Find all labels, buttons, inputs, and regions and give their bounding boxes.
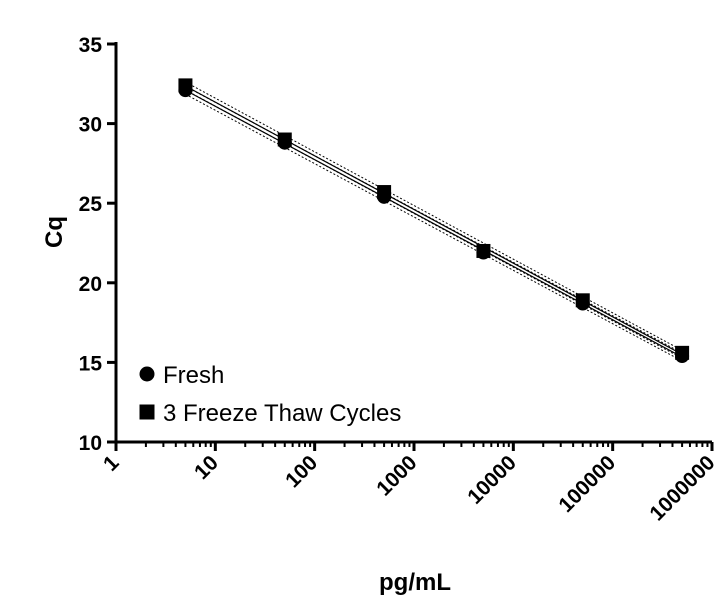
legend-marker-circle <box>139 366 155 382</box>
data-point-square <box>178 78 193 93</box>
y-tick-label: 20 <box>79 273 102 296</box>
data-point-square <box>476 243 491 258</box>
y-tick-label: 10 <box>79 432 102 455</box>
x-tick-label: 100000 <box>554 451 620 517</box>
y-axis-title: Cq <box>41 216 68 248</box>
fit-lines-layer <box>185 81 683 362</box>
confidence-band-line <box>185 81 683 351</box>
x-axis-title: pg/mL <box>379 569 451 596</box>
y-tick-label: 15 <box>79 352 103 375</box>
data-point-square <box>675 345 690 360</box>
fit-line <box>185 85 683 355</box>
x-tick-label: 1000000 <box>645 451 719 525</box>
x-tick-label: 10000 <box>463 451 521 509</box>
legend-marker-square <box>139 404 155 420</box>
legend-label: Fresh <box>163 362 224 389</box>
data-points-layer <box>178 78 690 364</box>
y-tick-label: 30 <box>79 114 102 137</box>
data-point-square <box>277 132 292 147</box>
data-point-square <box>575 293 590 308</box>
confidence-band-line <box>185 89 683 359</box>
x-tick-label: 10 <box>190 451 223 484</box>
x-tick-label: 100 <box>281 451 322 492</box>
confidence-band-line <box>185 93 683 362</box>
legend-label: 3 Freeze Thaw Cycles <box>163 400 401 427</box>
fit-line <box>185 89 683 358</box>
x-tick-label: 1 <box>99 451 124 476</box>
y-tick-label: 35 <box>79 34 103 57</box>
legend: Fresh 3 Freeze Thaw Cycles <box>139 362 401 427</box>
y-tick-label: 25 <box>79 193 103 216</box>
data-point-square <box>377 185 392 200</box>
x-tick-label: 1000 <box>372 451 421 500</box>
